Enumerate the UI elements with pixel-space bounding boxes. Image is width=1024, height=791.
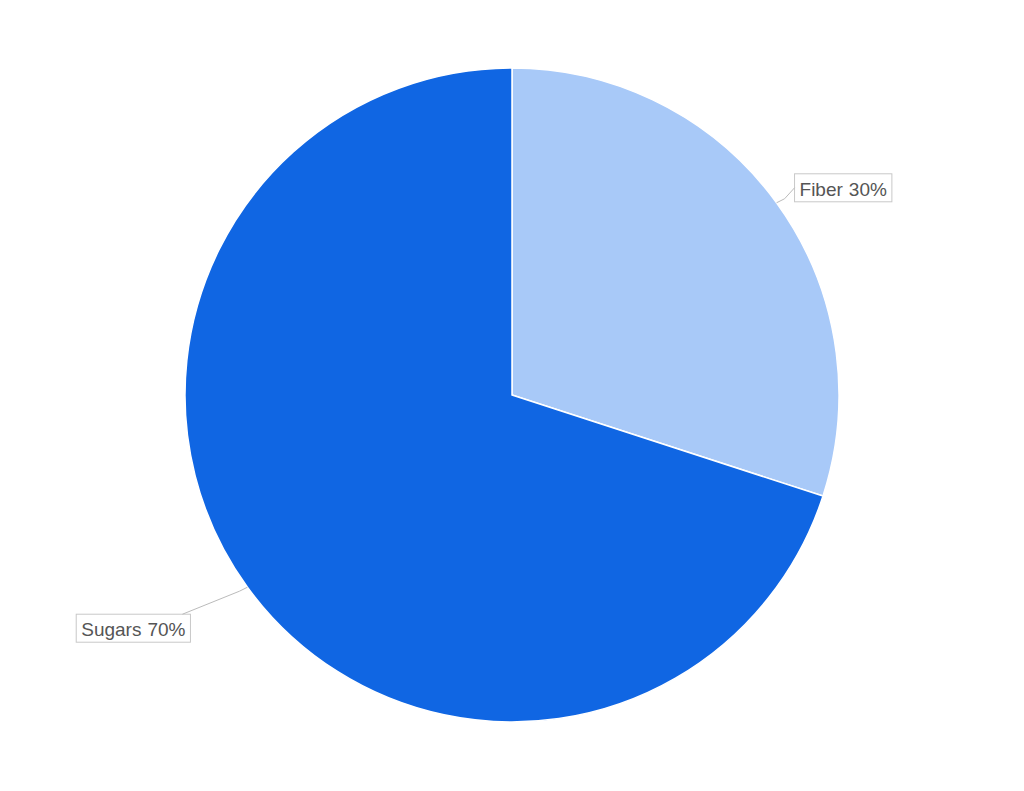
label-value: 30% [849, 178, 887, 199]
label-text: Sugars 70% [81, 619, 185, 640]
label-box [795, 174, 892, 202]
label-value: 70% [147, 619, 185, 640]
label-box [76, 614, 190, 642]
label-category: Fiber [800, 178, 844, 199]
slice-label: Fiber30% [795, 174, 892, 202]
pie-slice [185, 68, 823, 722]
labels: Fiber30% Sugars 70% [76, 174, 892, 642]
leader-line [777, 188, 795, 203]
slices [185, 68, 839, 722]
slice-label: Sugars 70% [76, 614, 190, 642]
label-category: Sugars [81, 619, 141, 640]
label-text: Fiber30% [800, 178, 887, 199]
leader-line [182, 587, 247, 614]
chart: Fiber30% Sugars 70% [0, 0, 1024, 791]
